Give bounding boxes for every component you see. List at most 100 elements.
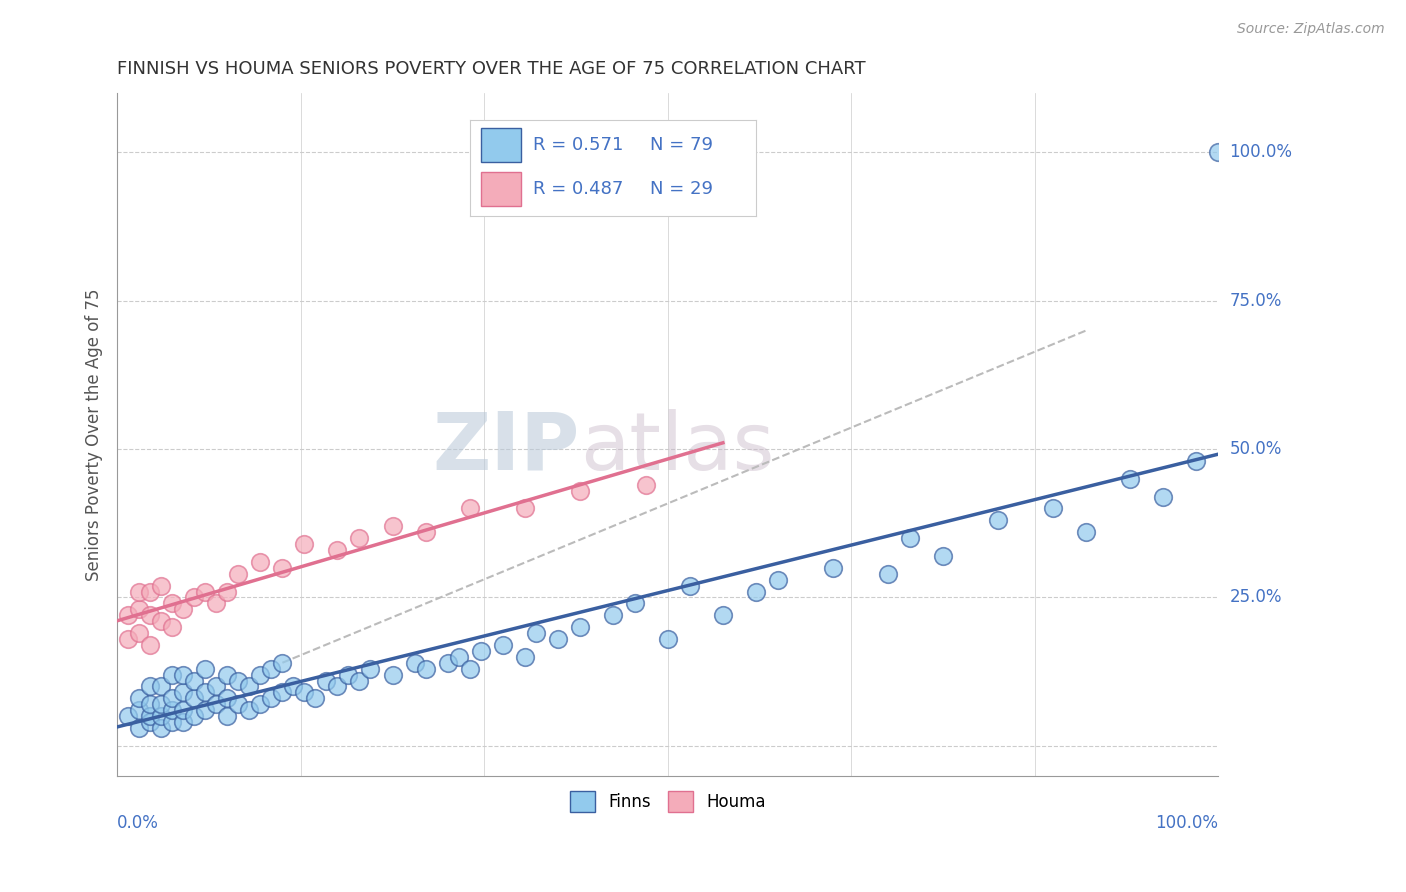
Point — [217, 691, 239, 706]
Point — [568, 483, 591, 498]
Point — [1152, 490, 1174, 504]
Point — [315, 673, 337, 688]
Point — [547, 632, 569, 646]
Text: 100.0%: 100.0% — [1230, 144, 1292, 161]
Point — [260, 662, 283, 676]
Point — [1185, 454, 1208, 468]
Point — [1076, 525, 1098, 540]
Legend: Finns, Houma: Finns, Houma — [564, 785, 772, 818]
Point — [128, 703, 150, 717]
Point — [360, 662, 382, 676]
Point — [447, 649, 470, 664]
Point — [458, 501, 481, 516]
Point — [491, 638, 513, 652]
Point — [513, 501, 536, 516]
Point — [162, 620, 184, 634]
Point — [150, 721, 173, 735]
Text: 100.0%: 100.0% — [1156, 814, 1219, 832]
Point — [139, 584, 162, 599]
Point — [249, 698, 271, 712]
Point — [162, 596, 184, 610]
Point — [217, 709, 239, 723]
Point — [249, 667, 271, 681]
Point — [766, 573, 789, 587]
Point — [128, 691, 150, 706]
Point — [415, 662, 437, 676]
Point — [294, 685, 316, 699]
Point — [711, 608, 734, 623]
Point — [228, 673, 250, 688]
Point — [1119, 472, 1142, 486]
Point — [326, 680, 349, 694]
Point — [194, 703, 217, 717]
Text: 50.0%: 50.0% — [1230, 440, 1282, 458]
Point — [898, 531, 921, 545]
Point — [183, 673, 205, 688]
Text: atlas: atlas — [579, 409, 775, 487]
Point — [150, 680, 173, 694]
Point — [987, 513, 1010, 527]
Point — [172, 703, 194, 717]
Point — [162, 703, 184, 717]
Point — [128, 584, 150, 599]
Point — [283, 680, 305, 694]
Point — [623, 596, 645, 610]
Point — [436, 656, 458, 670]
Point — [524, 626, 547, 640]
Point — [381, 667, 404, 681]
Point — [217, 584, 239, 599]
Point — [304, 691, 326, 706]
Point — [150, 614, 173, 628]
Point — [228, 698, 250, 712]
Point — [117, 632, 139, 646]
Point — [821, 561, 844, 575]
Point — [183, 591, 205, 605]
Text: ZIP: ZIP — [433, 409, 579, 487]
Point — [117, 709, 139, 723]
Point — [172, 667, 194, 681]
Point — [228, 566, 250, 581]
Point — [139, 709, 162, 723]
Point — [271, 685, 294, 699]
Point — [679, 579, 702, 593]
Point — [139, 638, 162, 652]
Point — [150, 579, 173, 593]
Point — [877, 566, 900, 581]
Point — [745, 584, 768, 599]
Point — [513, 649, 536, 664]
Point — [205, 698, 228, 712]
Point — [117, 608, 139, 623]
Point — [162, 691, 184, 706]
Point — [326, 543, 349, 558]
Point — [381, 519, 404, 533]
Text: Source: ZipAtlas.com: Source: ZipAtlas.com — [1237, 22, 1385, 37]
Point — [139, 608, 162, 623]
Text: 0.0%: 0.0% — [117, 814, 159, 832]
Point — [271, 656, 294, 670]
Point — [194, 662, 217, 676]
Point — [602, 608, 624, 623]
Text: 75.0%: 75.0% — [1230, 292, 1282, 310]
Point — [458, 662, 481, 676]
Point — [205, 680, 228, 694]
Point — [128, 721, 150, 735]
Point — [271, 561, 294, 575]
Point — [194, 584, 217, 599]
Point — [139, 680, 162, 694]
Point — [172, 602, 194, 616]
Point — [162, 667, 184, 681]
Point — [128, 626, 150, 640]
Point — [404, 656, 426, 670]
Point — [337, 667, 360, 681]
Point — [205, 596, 228, 610]
Text: FINNISH VS HOUMA SENIORS POVERTY OVER THE AGE OF 75 CORRELATION CHART: FINNISH VS HOUMA SENIORS POVERTY OVER TH… — [117, 60, 866, 78]
Point — [183, 691, 205, 706]
Point — [150, 709, 173, 723]
Point — [194, 685, 217, 699]
Point — [634, 477, 657, 491]
Y-axis label: Seniors Poverty Over the Age of 75: Seniors Poverty Over the Age of 75 — [86, 288, 103, 581]
Text: 25.0%: 25.0% — [1230, 589, 1282, 607]
Point — [260, 691, 283, 706]
Point — [415, 525, 437, 540]
Point — [238, 703, 260, 717]
